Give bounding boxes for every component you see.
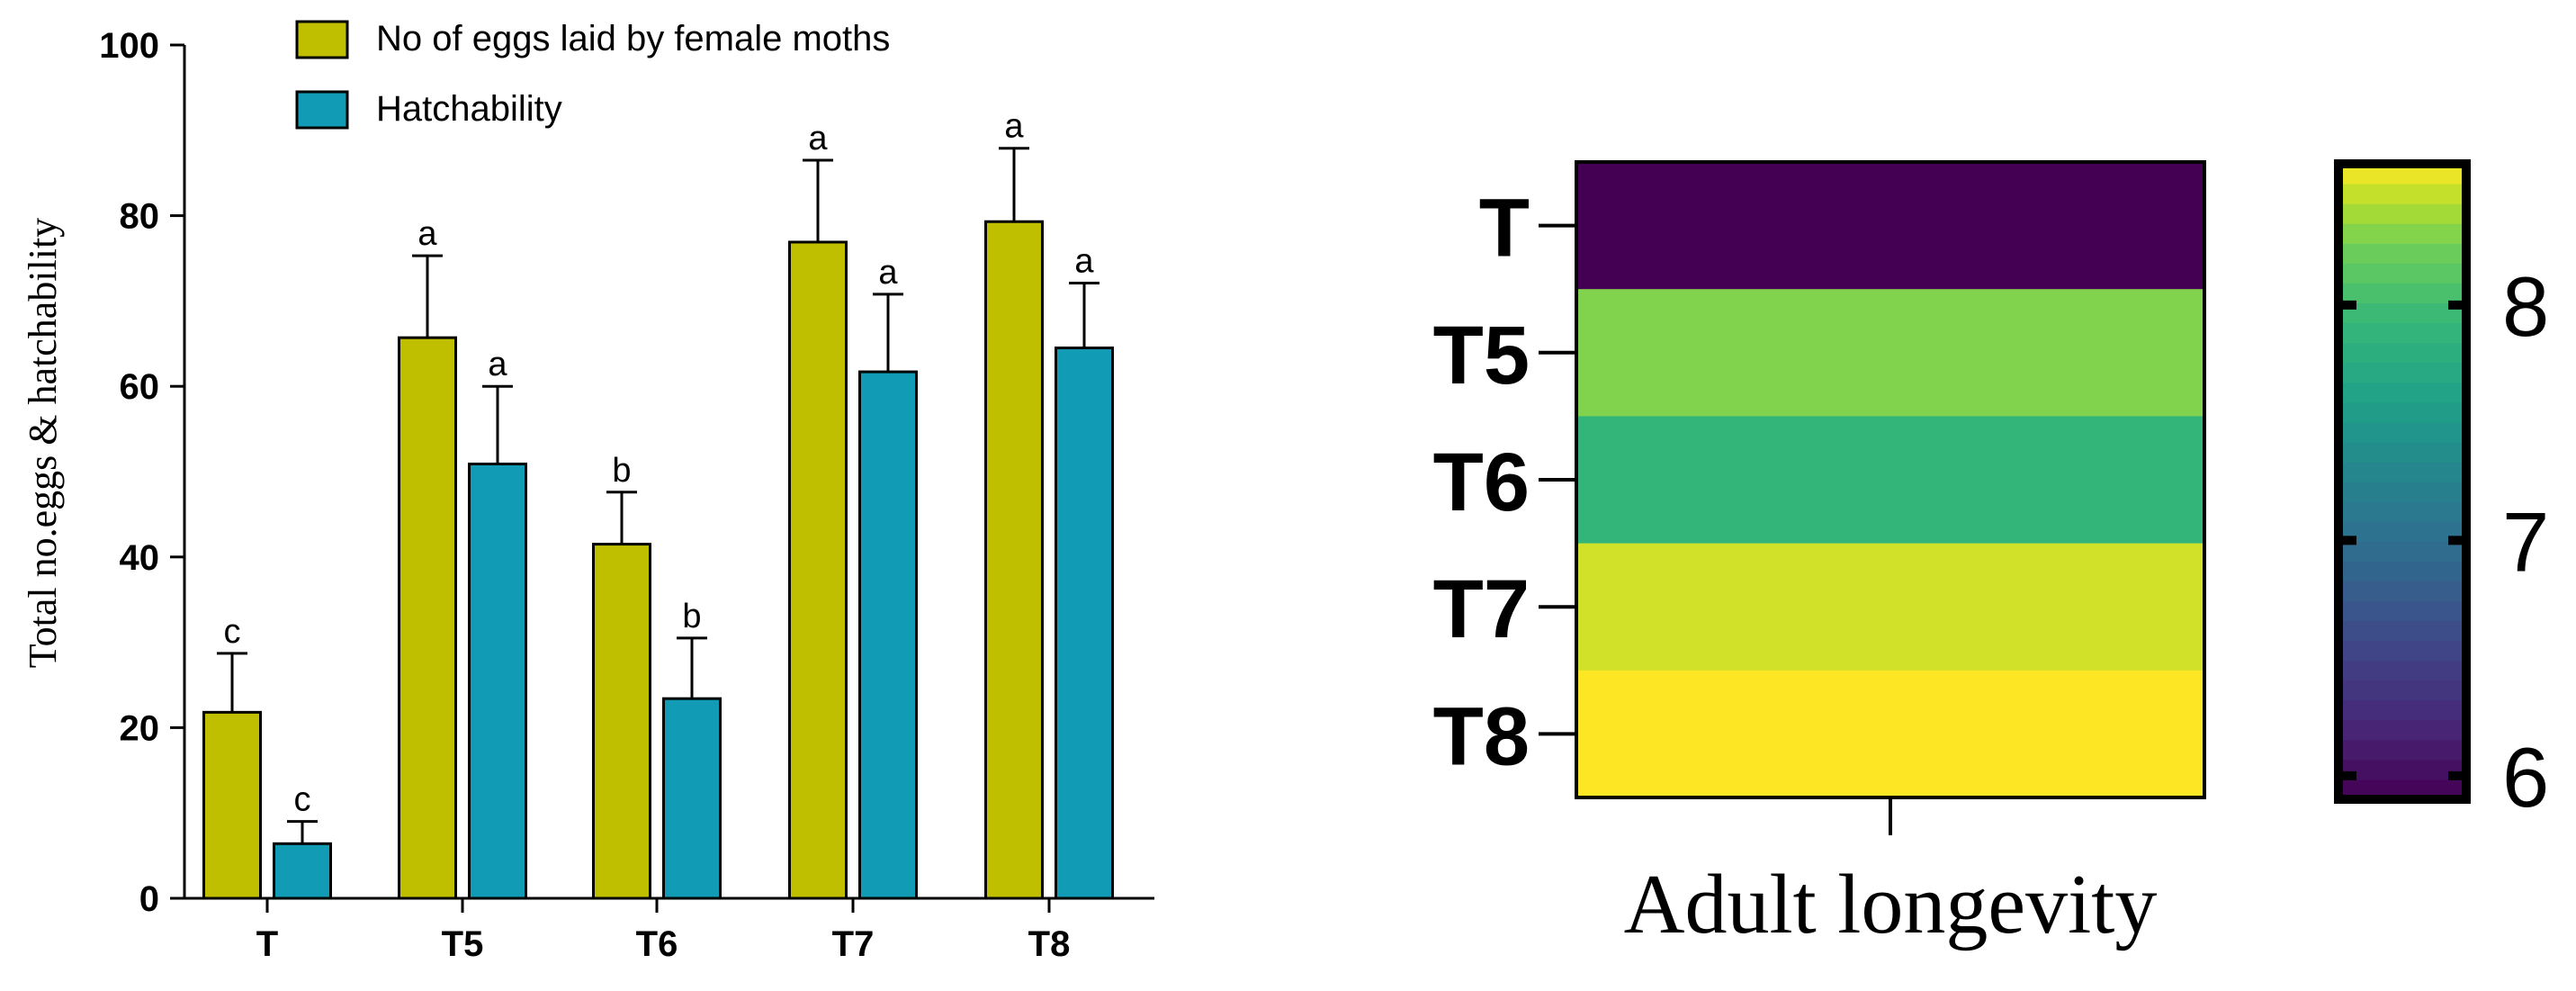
bar-eggs <box>788 240 848 900</box>
bar-eggs <box>984 220 1044 900</box>
bar-eggs <box>592 543 651 900</box>
colorbar-band <box>2338 779 2466 800</box>
colorbar-band <box>2338 699 2466 721</box>
colorbar-band <box>2338 521 2466 542</box>
colorbar-band <box>2338 501 2466 522</box>
bar-hatchability <box>662 697 722 900</box>
heatmap-x-title: Adult longevity <box>1624 858 2158 951</box>
heatmap-row-ticks: T T5 T6 T7 T8 <box>1433 183 1576 782</box>
legend-swatch-eggs <box>295 20 349 59</box>
colorbar-band <box>2338 203 2466 224</box>
colorbar-band <box>2338 739 2466 761</box>
colorbar-ticks: 6 7 8 <box>2338 259 2549 824</box>
legend-swatch-hatchability <box>295 90 349 130</box>
heatmap-row-label: T6 <box>1433 437 1530 528</box>
colorbar-band <box>2338 759 2466 780</box>
colorbar-band <box>2338 302 2466 324</box>
y-ticks: 0 20 40 60 80 100 <box>99 26 184 919</box>
y-axis-title: Total no.eggs & hatchability <box>21 218 65 668</box>
colorbar-band <box>2338 482 2466 502</box>
heatmap: T T5 T6 T7 T8 Adult longevity <box>1433 160 2206 951</box>
colorbar-tick-label: 8 <box>2502 259 2549 354</box>
bar-chart: c c a a b b a a a a 0 20 40 60 80 100 T T5 T6 T7 T8 Total … <box>21 19 1154 964</box>
significance-letter: a <box>878 254 898 292</box>
colorbar-band <box>2338 441 2466 463</box>
colorbar-band <box>2338 243 2466 264</box>
colorbar-band <box>2338 184 2466 204</box>
heatmap-row-label: T7 <box>1433 563 1530 655</box>
colorbar-band <box>2338 223 2466 244</box>
heatmap-cell <box>1576 543 2204 671</box>
x-tick-label: T6 <box>636 924 678 964</box>
colorbar-frame <box>2334 159 2471 804</box>
heatmap-row-label: T8 <box>1433 690 1530 782</box>
colorbar-band <box>2338 401 2466 423</box>
colorbar-band <box>2338 620 2466 642</box>
y-tick-label: 20 <box>120 708 160 748</box>
bar-hatchability <box>858 370 918 900</box>
heatmap-cell <box>1576 416 2204 545</box>
colorbar-band <box>2338 719 2466 741</box>
significance-letter: b <box>612 452 631 490</box>
colorbar-band <box>2338 561 2466 581</box>
heatmap-cell <box>1576 162 2204 290</box>
legend-label-eggs: No of eggs laid by female moths <box>376 19 890 59</box>
colorbar-tick-label: 6 <box>2502 730 2549 824</box>
bar-eggs <box>202 710 262 900</box>
colorbar-bands <box>2338 164 2466 800</box>
colorbar-band <box>2338 283 2466 304</box>
significance-letter: a <box>1074 242 1094 280</box>
bar-hatchability <box>273 842 332 900</box>
x-tick-label: T8 <box>1028 924 1071 964</box>
heatmap-cell <box>1576 670 2204 798</box>
y-tick-label: 60 <box>120 367 160 407</box>
colorbar-band <box>2338 362 2466 383</box>
bar-eggs <box>398 336 457 900</box>
significance-letter: a <box>417 215 437 253</box>
y-tick-label: 0 <box>139 879 159 919</box>
bars-layer: c c a a b b a a a a <box>202 108 1114 900</box>
heatmap-row-label: T <box>1479 183 1530 275</box>
x-tick-label: T5 <box>442 924 484 964</box>
x-ticks: T T5 T6 T7 T8 <box>256 898 1071 964</box>
significance-letter: a <box>808 120 828 158</box>
colorbar-band <box>2338 600 2466 622</box>
colorbar-band <box>2338 541 2466 562</box>
y-tick-label: 100 <box>99 26 159 66</box>
colorbar-band <box>2338 421 2466 443</box>
colorbar-tick-label: 7 <box>2502 494 2549 589</box>
colorbar-band <box>2338 322 2466 344</box>
legend: No of eggs laid by female moths Hatchabi… <box>295 19 890 130</box>
heatmap-cells <box>1576 162 2204 798</box>
y-tick-label: 40 <box>120 538 160 578</box>
significance-letter: a <box>1004 108 1024 146</box>
x-tick-label: T <box>256 924 278 964</box>
colorbar-band <box>2338 263 2466 284</box>
colorbar-band <box>2338 680 2466 701</box>
significance-letter: b <box>682 598 701 635</box>
colorbar-band <box>2338 461 2466 482</box>
colorbar-band <box>2338 342 2466 364</box>
colorbar: 6 7 8 <box>2334 159 2549 824</box>
significance-letter: a <box>488 346 507 383</box>
bar-hatchability <box>1055 347 1114 900</box>
significance-letter: c <box>294 781 311 819</box>
significance-letter: c <box>224 613 241 651</box>
y-tick-label: 80 <box>120 197 160 237</box>
x-tick-label: T7 <box>832 924 875 964</box>
heatmap-row-label: T5 <box>1433 310 1530 401</box>
heatmap-cell <box>1576 289 2204 417</box>
colorbar-band <box>2338 660 2466 681</box>
colorbar-band <box>2338 640 2466 662</box>
colorbar-band <box>2338 581 2466 601</box>
bar-hatchability <box>468 462 527 900</box>
colorbar-band <box>2338 382 2466 403</box>
colorbar-band <box>2338 164 2466 185</box>
legend-label-hatchability: Hatchability <box>376 89 562 129</box>
